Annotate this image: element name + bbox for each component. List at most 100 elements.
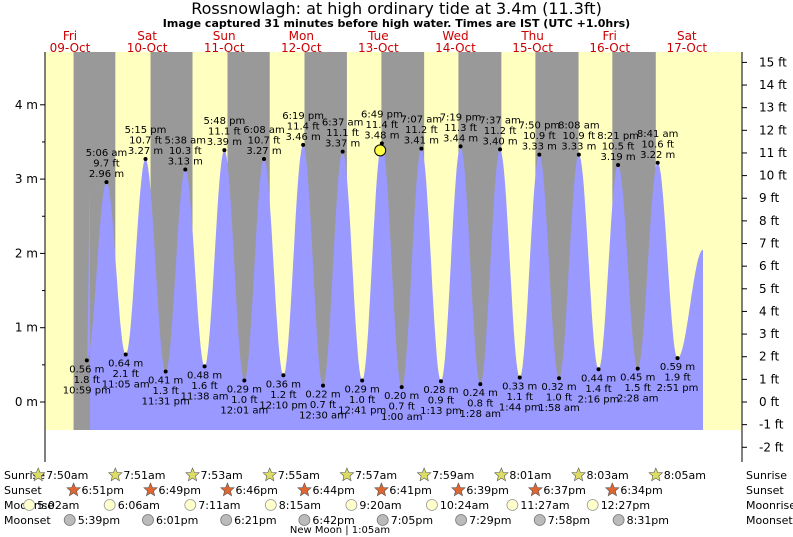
high-tide-label: 11.2 ft <box>405 125 438 136</box>
sunset-icon <box>374 482 389 497</box>
sunset-time: 6:41pm <box>389 484 431 497</box>
row-label-left: Moonset <box>4 514 51 527</box>
row-label-right: Sunset <box>746 484 784 497</box>
y-left-tick-label: 2 m <box>15 246 38 260</box>
sunrise-icon <box>185 467 200 482</box>
high-tide-point <box>458 144 463 149</box>
high-tide-point <box>537 152 542 157</box>
low-tide-point <box>517 375 522 380</box>
moonrise-icon <box>345 499 358 511</box>
high-tide-label: 10.6 ft <box>641 139 674 150</box>
y-right-tick-label: 13 ft <box>759 101 787 115</box>
moonset-icon <box>455 514 467 526</box>
y-right-tick-label: 4 ft <box>759 304 779 318</box>
sunrise-time: 7:53am <box>201 469 243 482</box>
moonset-icon <box>298 514 311 526</box>
sunset-icon <box>220 482 235 497</box>
low-tide-label: 11:31 pm <box>142 397 190 408</box>
high-tide-label: 6:08 am <box>243 125 285 136</box>
low-tide-label: 1.2 ft <box>270 390 296 401</box>
y-right-tick-label: 11 ft <box>759 146 787 160</box>
moonset-time: 7:58pm <box>548 514 590 527</box>
moonrise-icon <box>23 499 36 511</box>
y-left-tick-label: 0 m <box>15 395 38 409</box>
sunset-icon <box>143 482 158 497</box>
low-tide-point <box>281 373 286 378</box>
moonrise-time: 5:02am <box>37 499 79 512</box>
day-name: Sat <box>677 29 697 43</box>
low-tide-label: 1.8 ft <box>74 375 100 386</box>
sunrise-time: 8:03am <box>587 469 629 482</box>
high-tide-label: 10.7 ft <box>129 136 162 147</box>
low-tide-label: 0.28 m <box>423 385 458 396</box>
day-name: Mon <box>289 29 314 43</box>
high-tide-label: 11.3 ft <box>444 123 477 134</box>
high-tide-label: 6:19 pm <box>282 111 324 122</box>
high-tide-label: 11.4 ft <box>365 120 398 131</box>
y-right-tick-label: 7 ft <box>759 237 779 251</box>
low-tide-label: 0.7 ft <box>389 402 415 413</box>
high-tide-label: 10.5 ft <box>602 141 635 152</box>
day-name: Fri <box>603 29 617 43</box>
low-tide-label: 0.32 m <box>541 382 576 393</box>
low-tide-point <box>596 367 601 372</box>
moonrise-time: 10:24am <box>440 499 489 512</box>
row-label-right: Sunrise <box>746 469 787 482</box>
tide-curve <box>86 143 704 430</box>
moonset-icon <box>220 514 233 526</box>
sunset-time: 6:51pm <box>82 484 124 497</box>
low-tide-label: 1:00 am <box>381 412 423 423</box>
moonrise-icon <box>264 499 277 511</box>
moonset-icon <box>612 514 625 526</box>
moonset-icon <box>376 514 389 526</box>
sunrise-icon <box>571 467 586 482</box>
low-tide-point <box>635 366 640 371</box>
low-tide-point <box>399 385 404 390</box>
low-tide-label: 0.22 m <box>305 390 340 401</box>
low-tide-label: 1.0 ft <box>546 393 572 404</box>
sunrise-time: 7:59am <box>432 469 474 482</box>
low-tide-point <box>438 379 443 384</box>
low-tide-label: 1:13 pm <box>420 406 462 417</box>
high-tide-label: 2.96 m <box>89 169 124 180</box>
daylight-band <box>45 52 74 462</box>
sunset-time: 6:34pm <box>620 484 662 497</box>
low-tide-label: 1.0 ft <box>231 395 257 406</box>
high-tide-label: 9.7 ft <box>93 159 119 170</box>
sunset-icon <box>604 482 620 497</box>
sunrise-icon <box>339 467 355 482</box>
day-date: 11-Oct <box>204 41 245 55</box>
sunset-icon <box>451 482 466 497</box>
low-tide-point <box>675 356 680 361</box>
day-date: 10-Oct <box>127 41 168 55</box>
low-tide-label: 0.9 ft <box>428 396 454 407</box>
high-tide-point <box>222 148 227 153</box>
low-tide-point <box>242 378 247 383</box>
sunrise-icon <box>416 467 432 482</box>
sunset-time: 6:49pm <box>159 484 201 497</box>
moonset-time: 7:05pm <box>391 514 433 527</box>
low-tide-label: 11:38 am <box>181 391 229 402</box>
high-tide-label: 3.39 m <box>207 137 242 148</box>
low-tide-label: 2:16 pm <box>578 394 620 405</box>
low-tide-label: 12:41 pm <box>338 405 386 416</box>
low-tide-label: 0.56 m <box>69 364 104 375</box>
low-tide-point <box>557 376 562 381</box>
high-tide-point <box>655 160 660 165</box>
high-tide-label: 10.3 ft <box>169 146 202 157</box>
day-headers: Fri09-OctSat10-OctSun11-OctMon12-OctTue1… <box>50 29 708 55</box>
high-tide-label: 8:08 am <box>558 121 600 132</box>
moonrise-time: 12:27pm <box>601 499 650 512</box>
sunset-icon <box>527 482 543 497</box>
sunrise-time: 7:51am <box>123 469 165 482</box>
y-right-tick-label: 3 ft <box>759 327 779 341</box>
day-name: Tue <box>367 29 389 43</box>
high-tide-label: 3.27 m <box>128 146 163 157</box>
low-tide-point <box>202 364 207 369</box>
sunrise-icon <box>493 467 509 482</box>
low-tide-label: 0.44 m <box>581 373 616 384</box>
high-tide-point <box>576 152 581 157</box>
high-tide-point <box>183 167 188 172</box>
